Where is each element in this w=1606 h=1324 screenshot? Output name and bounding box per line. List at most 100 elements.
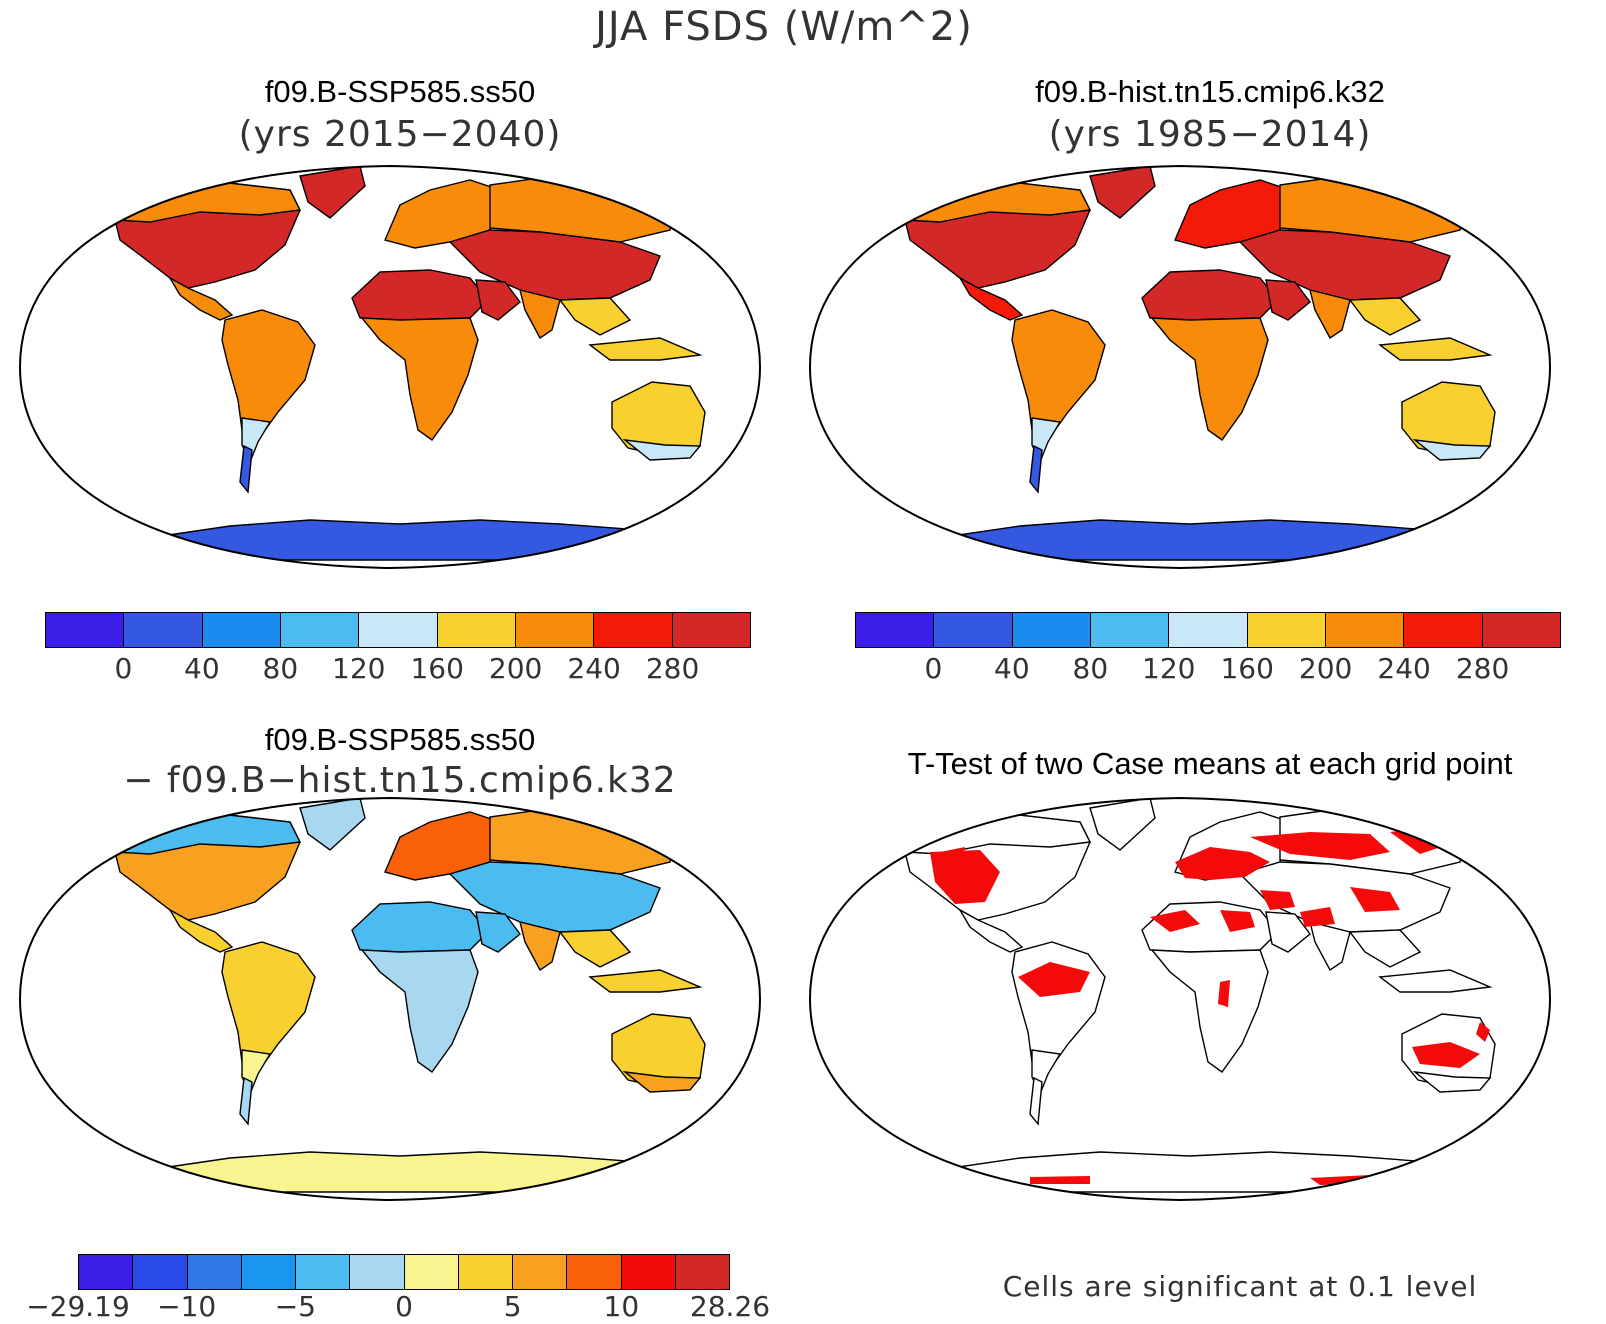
region-sa-tip (239, 444, 253, 494)
significant-cells (1250, 832, 1390, 860)
colorbar-swatch (359, 613, 438, 647)
region-sa (221, 309, 316, 463)
region-indo (1378, 969, 1493, 993)
significant-cells (1260, 890, 1295, 910)
region-india (519, 289, 561, 340)
colorbar-tick-label: 80 (1072, 652, 1109, 685)
panel3-subtitle: − f09.B−hist.tn15.cmip6.k32 (123, 760, 677, 801)
region-ara (475, 911, 521, 953)
colorbar-swatch (404, 1255, 459, 1289)
region-sahara (351, 901, 489, 953)
colorbar-swatch (296, 1255, 351, 1289)
colorbar-swatch (241, 1255, 296, 1289)
panel2-title: f09.B-hist.tn15.cmip6.k32 (1035, 74, 1385, 109)
colorbar-tick-label: 40 (994, 652, 1030, 685)
significant-cells (1412, 1042, 1480, 1068)
colorbar-swatch (437, 613, 516, 647)
region-sa-tip (1029, 1076, 1043, 1126)
colorbar-swatch (1012, 613, 1091, 647)
map-panel-2 (808, 164, 1552, 570)
colorbar-swatch (1090, 613, 1170, 647)
panel1-subtitle: (yrs 2015−2040) (238, 114, 562, 155)
region-ca (958, 908, 1024, 953)
significant-cells (1218, 980, 1230, 1007)
region-sea (1348, 929, 1422, 968)
region-aus-s (1412, 1070, 1492, 1093)
region-aus-s (622, 1070, 702, 1093)
region-india (519, 921, 561, 972)
colorbar-tick-label: 200 (488, 652, 543, 685)
colorbar-swatch (672, 613, 750, 647)
region-aus-s (1412, 438, 1492, 461)
colorbar-panel-2 (855, 612, 1561, 648)
colorbar-panel-3-labels: −29.19 −10 −5 0 5 10 28.26 (26, 1290, 770, 1324)
region-ant (907, 1151, 1452, 1193)
colorbar-tick-label: 120 (332, 652, 386, 685)
colorbar-tick-label: 120 (1142, 652, 1196, 685)
colorbar-swatch (1482, 613, 1560, 647)
main-title: JJA FSDS (W/m^2) (595, 4, 973, 50)
significant-cells (1018, 962, 1090, 997)
colorbar-swatch (280, 613, 360, 647)
colorbar-panel-1 (45, 612, 751, 648)
colorbar-tick-label: 280 (645, 652, 700, 685)
colorbar-tick-label: 240 (1377, 652, 1431, 685)
colorbar-swatch (675, 1255, 729, 1289)
region-indo (588, 337, 703, 361)
colorbar-tick-label: 28.26 (689, 1290, 771, 1323)
colorbar-swatch (46, 613, 125, 647)
panel3-title: f09.B-SSP585.ss50 (264, 722, 536, 757)
map-panel-3 (18, 796, 762, 1202)
significant-cells (1175, 847, 1270, 880)
panel2-subtitle: (yrs 1985−2014) (1048, 114, 1372, 155)
colorbar-swatch (202, 613, 281, 647)
region-ca (958, 276, 1024, 321)
region-gr (299, 166, 366, 219)
colorbar-swatch (133, 1255, 188, 1289)
region-gr (299, 798, 366, 851)
colorbar-tick-label: 0 (924, 652, 943, 685)
panel4-title: T-Test of two Case means at each grid po… (907, 746, 1513, 781)
colorbar-tick-label: 80 (262, 652, 299, 685)
significant-cells (1300, 907, 1335, 927)
region-ca (168, 276, 234, 321)
region-af-s (360, 317, 479, 441)
significant-cells (1150, 910, 1200, 932)
colorbar-swatch (1404, 613, 1483, 647)
region-ara (1265, 911, 1311, 953)
region-sea (558, 929, 632, 968)
colorbar-swatch (458, 1255, 513, 1289)
colorbar-panel-2-labels: 0 40 80 120 160 200 240 280 (855, 652, 1561, 686)
colorbar-swatch (187, 1255, 242, 1289)
panel1-title: f09.B-SSP585.ss50 (264, 74, 536, 109)
region-ant (117, 1151, 662, 1193)
region-af-s (1150, 949, 1269, 1073)
region-gr (1089, 798, 1156, 851)
region-sa (221, 941, 316, 1095)
region-ara (1265, 279, 1311, 321)
region-sa (1011, 309, 1106, 463)
significant-cells (940, 847, 965, 870)
colorbar-swatch (856, 613, 935, 647)
region-aus-s (622, 438, 702, 461)
region-sa-tip (1029, 444, 1043, 494)
region-indo (588, 969, 703, 993)
map-border (18, 796, 762, 1202)
region-af-s (1150, 317, 1269, 441)
colorbar-swatch (1169, 613, 1248, 647)
region-india (1309, 921, 1351, 972)
colorbar-tick-label: 10 (603, 1290, 640, 1323)
significant-cells (1030, 1176, 1090, 1184)
region-ara (475, 279, 521, 321)
colorbar-swatch (1325, 613, 1405, 647)
colorbar-tick-label: −29.19 (26, 1290, 130, 1323)
map-panel-1 (18, 164, 762, 570)
map-border (808, 164, 1552, 570)
significant-cells (1350, 887, 1400, 912)
region-sea (558, 297, 632, 336)
colorbar-tick-label: 160 (410, 652, 464, 685)
significant-cells (1476, 1022, 1490, 1042)
colorbar-swatch (513, 1255, 568, 1289)
region-sahara (1141, 269, 1279, 321)
colorbar-swatch (567, 1255, 622, 1289)
